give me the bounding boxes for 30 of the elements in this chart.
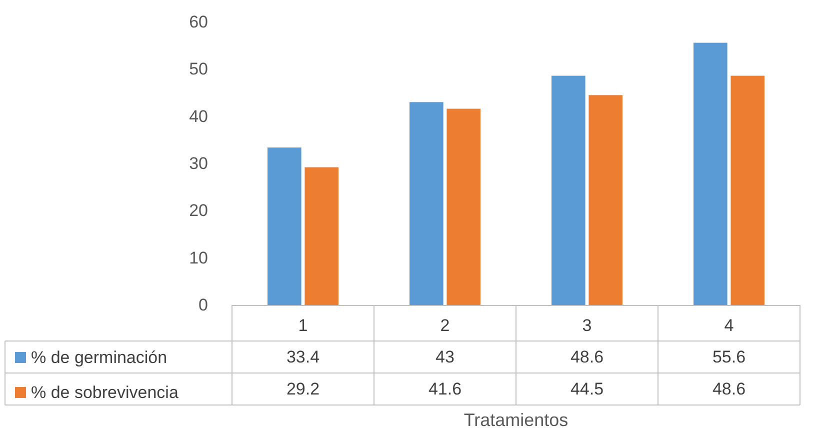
y-tick-label: 40 xyxy=(189,106,208,126)
x-tick-label: 2 xyxy=(440,316,450,335)
bar xyxy=(304,167,338,305)
y-tick-label: 10 xyxy=(189,248,208,268)
data-label: 41.6 xyxy=(428,380,462,398)
data-label: 48.6 xyxy=(712,380,746,398)
y-tick-label: 60 xyxy=(189,12,208,32)
data-label: 29.2 xyxy=(286,380,320,398)
x-tick-label: 3 xyxy=(582,316,592,335)
data-label: 44.5 xyxy=(570,380,604,398)
legend-label: % de germinación xyxy=(31,348,168,367)
legend-label: % de sobrevivencia xyxy=(31,383,179,402)
y-tick-label: 0 xyxy=(198,296,208,314)
x-axis-title: Tratamientos xyxy=(464,410,568,430)
bar xyxy=(730,76,764,305)
bar xyxy=(446,108,480,305)
y-tick-label: 50 xyxy=(189,60,208,79)
data-label: 55.6 xyxy=(712,348,746,366)
x-tick-label: 4 xyxy=(724,316,734,335)
bar xyxy=(588,95,622,305)
bar xyxy=(410,102,444,305)
x-tick-label: 1 xyxy=(298,316,308,335)
bar xyxy=(552,76,586,305)
bar xyxy=(268,147,302,305)
y-tick-label: 30 xyxy=(189,154,208,173)
data-label: 48.6 xyxy=(570,348,604,366)
data-label: 33.4 xyxy=(286,348,320,366)
bar xyxy=(694,42,728,305)
data-label: 43 xyxy=(436,348,454,366)
y-tick-label: 20 xyxy=(189,201,208,220)
